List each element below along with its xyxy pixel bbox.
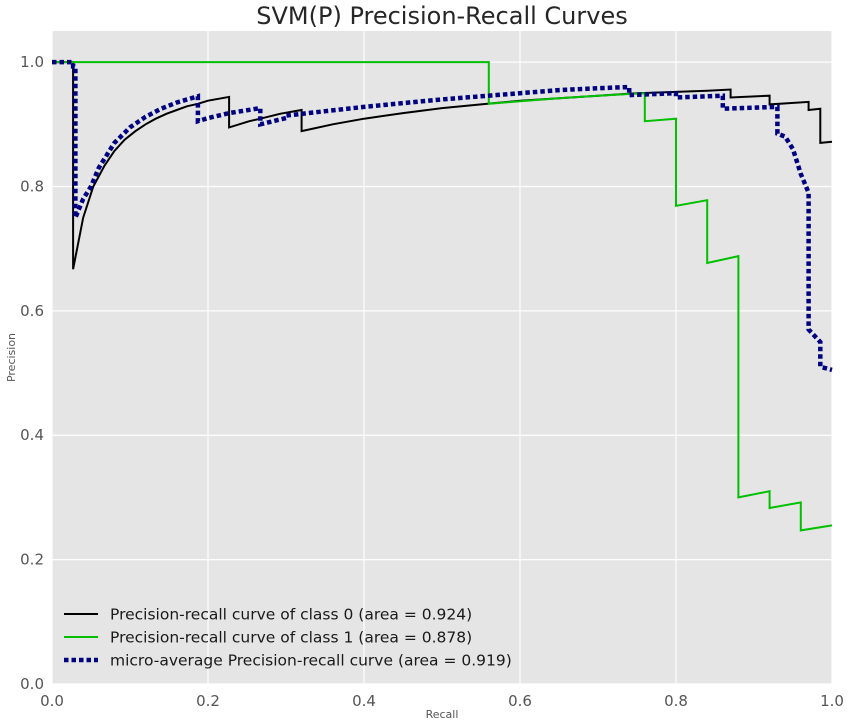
x-tick-label: 1.0 (820, 692, 844, 710)
x-tick-label: 0.0 (40, 692, 64, 710)
tick-labels: 0.0 0.2 0.4 0.6 0.8 1.0 0.0 0.2 0.4 0.6 0.8 1.0 (20, 53, 844, 710)
series-line-2 (52, 59, 833, 373)
y-tick-label: 0.0 (20, 675, 44, 693)
legend-label-0: Precision-recall curve of class 0 (area … (110, 606, 472, 624)
y-tick-label: 1.0 (20, 53, 44, 71)
legend-label-2: micro-average Precision-recall curve (ar… (110, 652, 512, 670)
series-layer (52, 59, 833, 532)
legend: Precision-recall curve of class 0 (area … (64, 606, 512, 670)
x-tick-label: 0.8 (664, 692, 688, 710)
x-axis-label: Recall (426, 708, 459, 721)
y-tick-label: 0.4 (20, 426, 44, 444)
x-tick-label: 0.6 (508, 692, 532, 710)
legend-label-1: Precision-recall curve of class 1 (area … (110, 629, 472, 647)
y-axis-label: Precision (5, 333, 18, 382)
y-tick-label: 0.2 (20, 551, 44, 569)
series-line-0 (52, 61, 833, 270)
x-tick-label: 0.2 (196, 692, 220, 710)
plot-background (52, 31, 832, 684)
chart-title: SVM(P) Precision-Recall Curves (256, 2, 627, 30)
x-tick-label: 0.4 (352, 692, 376, 710)
y-tick-label: 0.6 (20, 302, 44, 320)
y-tick-label: 0.8 (20, 177, 44, 195)
series-line-1 (52, 61, 833, 532)
